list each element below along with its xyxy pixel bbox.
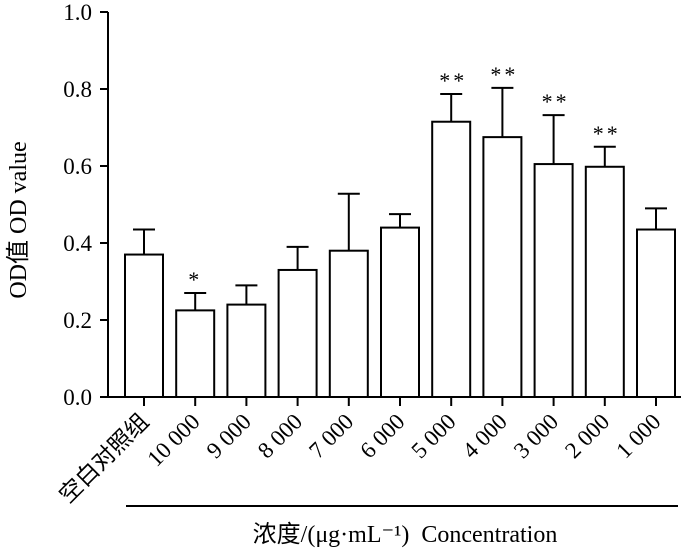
x-tick-label: 4 000 [458, 409, 512, 463]
bars: *** ****** [124, 62, 676, 399]
x-tick-label: 2 000 [560, 409, 614, 463]
y-tick-label: 1.0 [63, 0, 92, 25]
x-tick-label: 9 000 [202, 409, 256, 463]
significance-marker: * [188, 267, 202, 292]
significance-marker: ** [593, 121, 621, 146]
y-tick-label: 0.4 [63, 231, 92, 256]
bar [482, 136, 523, 398]
x-tick-label: 5 000 [406, 409, 460, 463]
y-tick-label: 0.2 [63, 308, 92, 333]
bar [380, 226, 420, 398]
y-tick-label: 0.0 [63, 385, 92, 410]
x-tick-label: 10 000 [142, 409, 204, 471]
x-tick-label: 空白对照组 [55, 409, 154, 508]
y-axis: 0.0 0.2 0.4 0.6 0.8 1.0 [63, 0, 109, 410]
bar [431, 120, 472, 398]
y-tick-label: 0.8 [63, 77, 92, 102]
significance-marker: ** [490, 62, 518, 87]
bar [636, 228, 676, 398]
y-tick-label: 0.6 [63, 154, 92, 179]
y-axis-title: OD值 OD value [5, 141, 32, 298]
bar [124, 253, 164, 398]
bar [328, 249, 369, 398]
bar [277, 268, 318, 399]
significance-marker: ** [439, 68, 467, 93]
x-axis-title: 浓度/(μg·mL⁻¹) Concentration [253, 521, 558, 548]
significance-marker: ** [542, 89, 570, 114]
x-tick-label: 1 000 [611, 409, 665, 463]
bar [175, 309, 216, 398]
x-tick-label: 8 000 [253, 409, 307, 463]
x-tick-label: 3 000 [509, 409, 563, 463]
x-tick-label: 6 000 [355, 409, 409, 463]
bar [584, 165, 625, 398]
bar [533, 163, 574, 398]
bar [226, 303, 267, 399]
x-tick-label: 7 000 [304, 409, 358, 463]
